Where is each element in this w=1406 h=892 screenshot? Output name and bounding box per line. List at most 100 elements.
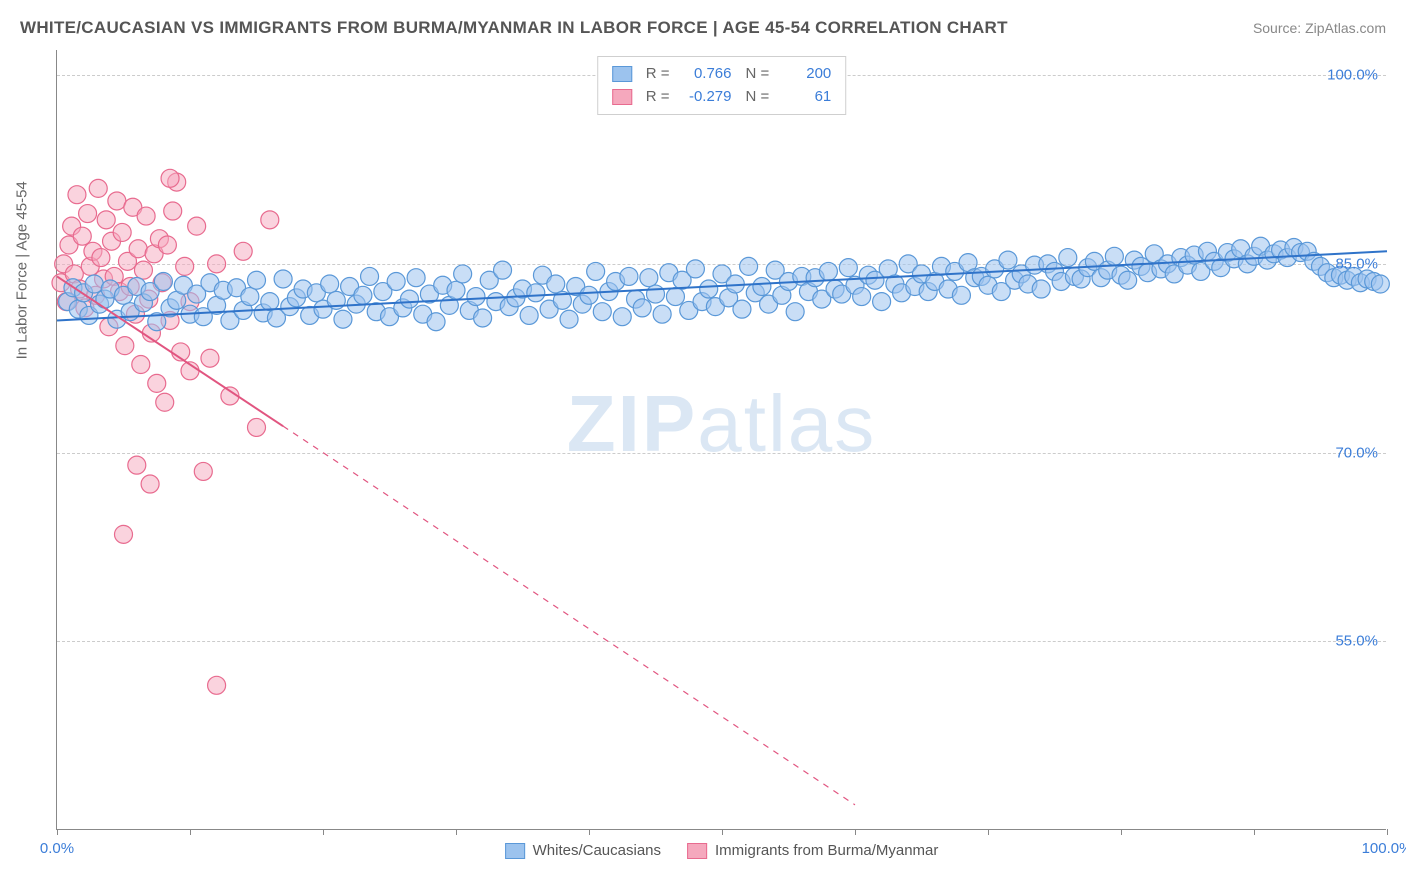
data-point — [819, 262, 837, 280]
data-point — [113, 223, 131, 241]
data-point — [158, 236, 176, 254]
y-tick-label: 100.0% — [1327, 67, 1378, 84]
data-point — [154, 272, 172, 290]
x-min-label: 0.0% — [40, 840, 74, 857]
data-point — [274, 270, 292, 288]
n-label: N = — [746, 63, 770, 86]
swatch-blue-icon — [505, 843, 525, 859]
data-point — [547, 275, 565, 293]
legend-row-blue: R = 0.766 N = 200 — [612, 63, 832, 86]
data-point — [116, 337, 134, 355]
n-value-pink: 61 — [779, 86, 831, 109]
data-point — [201, 349, 219, 367]
data-point — [164, 202, 182, 220]
chart-svg — [57, 50, 1386, 829]
data-point — [740, 257, 758, 275]
r-value-pink: -0.279 — [680, 86, 732, 109]
y-tick-label: 55.0% — [1335, 633, 1378, 650]
data-point — [73, 227, 91, 245]
data-point — [700, 280, 718, 298]
data-point — [176, 257, 194, 275]
data-point — [733, 300, 751, 318]
y-axis-title: In Labor Force | Age 45-54 — [14, 181, 31, 359]
r-value-blue: 0.766 — [680, 63, 732, 86]
data-point — [633, 299, 651, 317]
data-point — [132, 356, 150, 374]
data-point — [1119, 271, 1137, 289]
data-point — [560, 310, 578, 328]
data-point — [593, 303, 611, 321]
data-point — [400, 290, 418, 308]
data-point — [1371, 275, 1389, 293]
data-point — [467, 288, 485, 306]
x-tick — [323, 829, 324, 835]
data-point — [248, 271, 266, 289]
legend-item-pink: Immigrants from Burma/Myanmar — [687, 842, 938, 859]
data-point — [653, 305, 671, 323]
x-tick — [1387, 829, 1388, 835]
data-point — [853, 288, 871, 306]
x-tick — [1121, 829, 1122, 835]
data-point — [647, 285, 665, 303]
r-label: R = — [646, 63, 670, 86]
data-point — [686, 260, 704, 278]
data-point — [999, 251, 1017, 269]
x-tick — [57, 829, 58, 835]
data-point — [407, 269, 425, 287]
data-point — [188, 217, 206, 235]
data-point — [129, 240, 147, 258]
data-point — [208, 255, 226, 273]
data-point — [137, 207, 155, 225]
data-point — [108, 192, 126, 210]
data-point — [786, 303, 804, 321]
data-point — [587, 262, 605, 280]
data-point — [194, 462, 212, 480]
data-point — [361, 267, 379, 285]
y-tick-label: 70.0% — [1335, 444, 1378, 461]
data-point — [208, 676, 226, 694]
data-point — [1105, 247, 1123, 265]
x-tick — [855, 829, 856, 835]
data-point — [640, 269, 658, 287]
data-point — [427, 313, 445, 331]
data-point — [613, 308, 631, 326]
x-tick — [722, 829, 723, 835]
trend-line — [283, 426, 855, 805]
n-value-blue: 200 — [779, 63, 831, 86]
data-point — [97, 211, 115, 229]
legend-item-blue: Whites/Caucasians — [505, 842, 661, 859]
legend-label-blue: Whites/Caucasians — [533, 842, 661, 859]
data-point — [474, 309, 492, 327]
legend-row-pink: R = -0.279 N = 61 — [612, 86, 832, 109]
y-tick-label: 85.0% — [1335, 255, 1378, 272]
x-tick — [456, 829, 457, 835]
data-point — [89, 179, 107, 197]
swatch-blue-icon — [612, 66, 632, 82]
x-tick — [589, 829, 590, 835]
data-point — [494, 261, 512, 279]
legend-stats: R = 0.766 N = 200 R = -0.279 N = 61 — [597, 56, 847, 115]
data-point — [85, 275, 103, 293]
data-point — [241, 288, 259, 306]
data-point — [839, 259, 857, 277]
r-label: R = — [646, 86, 670, 109]
chart-title: WHITE/CAUCASIAN VS IMMIGRANTS FROM BURMA… — [20, 18, 1008, 38]
x-tick — [190, 829, 191, 835]
data-point — [334, 310, 352, 328]
data-point — [141, 475, 159, 493]
x-max-label: 100.0% — [1362, 840, 1406, 857]
data-point — [666, 288, 684, 306]
data-point — [248, 418, 266, 436]
title-bar: WHITE/CAUCASIAN VS IMMIGRANTS FROM BURMA… — [20, 18, 1386, 38]
swatch-pink-icon — [687, 843, 707, 859]
x-tick — [1254, 829, 1255, 835]
data-point — [873, 293, 891, 311]
data-point — [68, 186, 86, 204]
data-point — [156, 393, 174, 411]
data-point — [115, 525, 133, 543]
data-point — [952, 286, 970, 304]
data-point — [161, 169, 179, 187]
data-point — [261, 211, 279, 229]
data-point — [520, 306, 538, 324]
swatch-pink-icon — [612, 89, 632, 105]
